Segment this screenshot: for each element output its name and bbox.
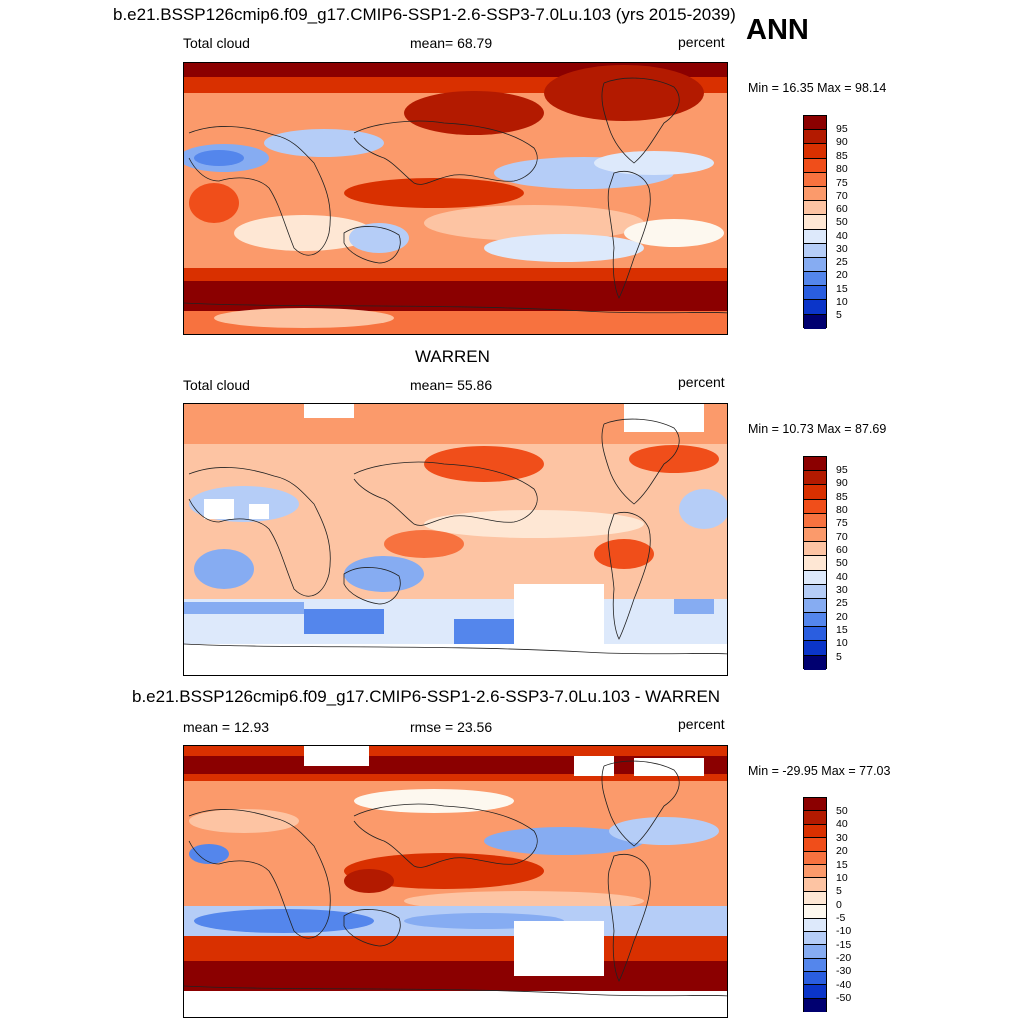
panel3-colorbar-label: -50 (836, 992, 852, 1004)
panel2-colorbar (803, 456, 827, 670)
panel3-units-label: percent (678, 716, 725, 732)
panel3-minmax: Min = -29.95 Max = 77.03 (748, 764, 891, 778)
panel1-units-label: percent (678, 34, 725, 50)
panel2-map (183, 403, 728, 676)
panel1-map (183, 62, 728, 335)
panel1-colorbar-label: 85 (836, 150, 848, 162)
panel1-colorbar-label: 60 (836, 203, 848, 215)
panel2-colorbar-label: 15 (836, 624, 848, 636)
panel3-colorbar-label: -10 (836, 925, 852, 937)
panel2-colorbar-label: 25 (836, 597, 848, 609)
panel2-colorbar-label: 20 (836, 611, 848, 623)
panel2-left-label: Total cloud (183, 377, 250, 393)
panel3-contour-field (184, 746, 727, 1017)
panel2-colorbar-label: 95 (836, 464, 848, 476)
panel1-left-label: Total cloud (183, 35, 250, 51)
panel1-colorbar-label: 95 (836, 123, 848, 135)
panel2-colorbar-label: 50 (836, 557, 848, 569)
panel2-colorbar-label: 10 (836, 637, 848, 649)
panel2-colorbar-label: 80 (836, 504, 848, 516)
panel1-colorbar-label: 15 (836, 283, 848, 295)
panel3-colorbar-label: -30 (836, 965, 852, 977)
panel1-mean-label: mean= 68.79 (410, 35, 493, 51)
panel3-colorbar-label: 20 (836, 845, 848, 857)
panel3-colorbar-label: -20 (836, 952, 852, 964)
panel3-mean-label: mean = 12.93 (183, 719, 270, 735)
season-label: ANN (746, 14, 809, 46)
figure-title: b.e21.BSSP126cmip6.f09_g17.CMIP6-SSP1-2.… (113, 5, 736, 24)
panel3-rmse-label: rmse = 23.56 (410, 719, 493, 735)
panel3-title: b.e21.BSSP126cmip6.f09_g17.CMIP6-SSP1-2.… (132, 687, 721, 706)
panel2-colorbar-label: 85 (836, 491, 848, 503)
panel1-colorbar-label: 90 (836, 136, 848, 148)
panel1-colorbar-label: 50 (836, 216, 848, 228)
panel2-contour-field (184, 404, 727, 675)
panel1-contour-field (184, 63, 727, 334)
panel3-colorbar-label: -40 (836, 979, 852, 991)
panel2-units-label: percent (678, 374, 725, 390)
panel2-colorbar-label: 90 (836, 477, 848, 489)
panel3-colorbar (803, 797, 827, 1013)
panel1-colorbar-label: 20 (836, 269, 848, 281)
panel2-title: WARREN (415, 347, 490, 366)
panel3-map (183, 745, 728, 1018)
panel2-colorbar-label: 40 (836, 571, 848, 583)
panel1-colorbar-label: 30 (836, 243, 848, 255)
panel1-minmax: Min = 16.35 Max = 98.14 (748, 81, 887, 95)
panel1-colorbar-label: 25 (836, 256, 848, 268)
panel2-minmax: Min = 10.73 Max = 87.69 (748, 422, 887, 436)
panel3-colorbar-label: 0 (836, 899, 842, 911)
panel2-colorbar-label: 70 (836, 531, 848, 543)
panel2-colorbar-label: 60 (836, 544, 848, 556)
panel3-colorbar-label: -5 (836, 912, 846, 924)
panel1-colorbar (803, 115, 827, 329)
panel3-colorbar-label: 30 (836, 832, 848, 844)
panel3-colorbar-label: 50 (836, 805, 848, 817)
panel1-colorbar-label: 75 (836, 177, 848, 189)
panel2-mean-label: mean= 55.86 (410, 377, 493, 393)
panel1-colorbar-label: 5 (836, 309, 842, 321)
panel2-colorbar-label: 30 (836, 584, 848, 596)
panel2-colorbar-label: 75 (836, 517, 848, 529)
panel1-colorbar-label: 10 (836, 296, 848, 308)
panel2-colorbar-label: 5 (836, 651, 842, 663)
panel3-colorbar-label: 40 (836, 818, 848, 830)
panel3-colorbar-label: 15 (836, 859, 848, 871)
panel3-colorbar-label: 10 (836, 872, 848, 884)
panel3-colorbar-label: -15 (836, 939, 852, 951)
panel3-colorbar-label: 5 (836, 885, 842, 897)
panel1-colorbar-label: 40 (836, 230, 848, 242)
panel1-colorbar-label: 80 (836, 163, 848, 175)
panel1-colorbar-label: 70 (836, 190, 848, 202)
